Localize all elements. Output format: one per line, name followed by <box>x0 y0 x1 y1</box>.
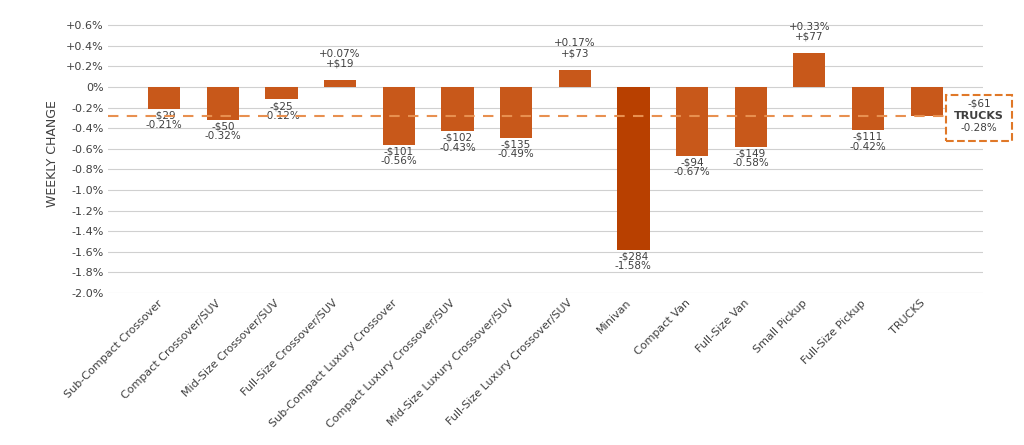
Bar <box>265 87 298 99</box>
FancyBboxPatch shape <box>946 95 1012 141</box>
Bar <box>734 87 767 147</box>
Bar <box>558 69 591 87</box>
Bar <box>852 87 884 130</box>
Text: +0.17%: +0.17% <box>554 38 596 49</box>
Text: -0.67%: -0.67% <box>674 167 711 178</box>
Bar <box>383 87 415 145</box>
Text: +$19: +$19 <box>326 59 354 69</box>
Text: +0.33%: +0.33% <box>788 22 830 32</box>
Bar <box>148 87 180 109</box>
Text: -0.12%: -0.12% <box>263 111 300 121</box>
Text: -$284: -$284 <box>618 251 648 261</box>
Text: +0.07%: +0.07% <box>319 49 360 59</box>
Bar <box>794 53 825 87</box>
Text: -$135: -$135 <box>501 139 531 149</box>
Bar <box>324 80 356 87</box>
Text: -$149: -$149 <box>735 148 766 158</box>
Text: -$50: -$50 <box>211 121 234 132</box>
Text: -0.58%: -0.58% <box>732 158 769 168</box>
Text: TRUCKS: TRUCKS <box>954 111 1004 121</box>
Text: -0.32%: -0.32% <box>205 131 242 142</box>
Text: -$61: -$61 <box>967 99 990 109</box>
Text: -$111: -$111 <box>853 132 883 142</box>
Bar <box>500 87 532 138</box>
Text: -0.49%: -0.49% <box>498 149 535 159</box>
Text: -0.28%: -0.28% <box>961 123 997 134</box>
Text: -0.43%: -0.43% <box>439 143 476 153</box>
Text: -0.21%: -0.21% <box>145 120 182 130</box>
Bar <box>910 87 943 116</box>
Text: -$25: -$25 <box>269 101 293 111</box>
Text: -$101: -$101 <box>384 146 414 156</box>
Text: -1.58%: -1.58% <box>615 261 652 271</box>
Bar <box>617 87 649 250</box>
Text: -0.56%: -0.56% <box>380 156 417 166</box>
Y-axis label: WEEKLY CHANGE: WEEKLY CHANGE <box>46 101 58 207</box>
Text: -$102: -$102 <box>442 133 472 143</box>
Text: -0.42%: -0.42% <box>850 142 887 152</box>
Text: -$29: -$29 <box>153 110 176 120</box>
Text: +$77: +$77 <box>795 32 823 42</box>
Bar <box>207 87 239 120</box>
Text: +$73: +$73 <box>560 48 589 58</box>
Text: -$94: -$94 <box>680 158 703 168</box>
Bar <box>676 87 709 156</box>
Bar <box>441 87 473 131</box>
